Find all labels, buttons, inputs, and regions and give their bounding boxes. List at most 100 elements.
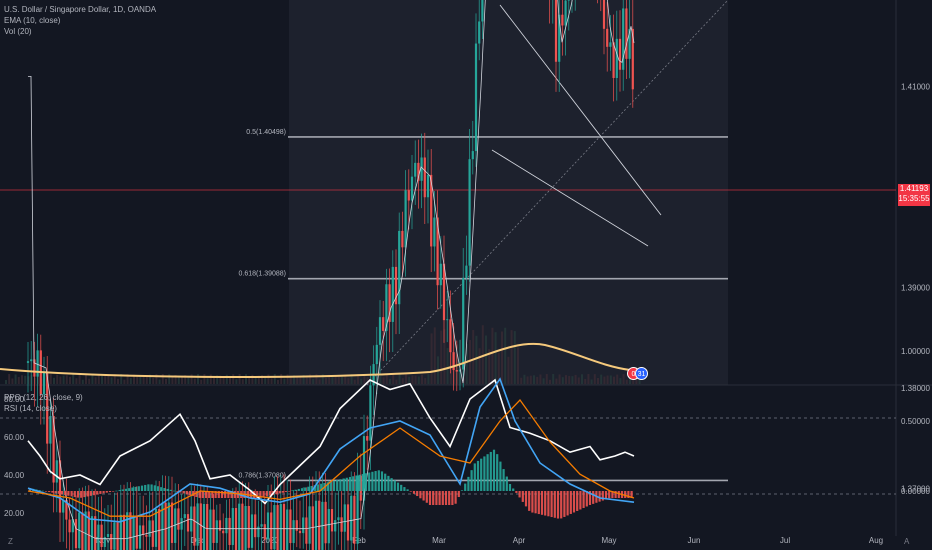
- candle-body: [628, 28, 631, 59]
- candle-body: [122, 514, 126, 550]
- last-price-tag: 1.41193 15:35:55: [898, 184, 930, 206]
- volume-bar: [8, 374, 11, 384]
- volume-bar: [561, 377, 564, 384]
- ppo-histogram-bar: [505, 476, 508, 491]
- volume-bar: [446, 348, 449, 384]
- volume-bar: [283, 378, 286, 384]
- candle-body: [33, 359, 36, 377]
- candle-body: [110, 534, 113, 550]
- candle-body: [42, 372, 46, 395]
- candle-body: [314, 500, 318, 550]
- candle-body: [615, 38, 618, 78]
- ppo-histogram-bar: [387, 475, 390, 491]
- ppo-histogram-bar: [448, 491, 451, 505]
- ppo-histogram-bar: [489, 451, 492, 491]
- candle-body: [471, 151, 474, 160]
- candle-body: [442, 263, 446, 321]
- candle-body: [404, 190, 407, 248]
- volume-bar: [24, 375, 27, 384]
- ppo-legend[interactable]: PPO (12, 26, close, 9): [4, 393, 83, 402]
- volume-bar: [558, 374, 561, 384]
- candle-body: [100, 524, 103, 547]
- ppo-histogram-bar: [579, 491, 582, 510]
- volume-bar: [85, 374, 87, 384]
- candle-body: [106, 534, 110, 537]
- candle-body: [311, 506, 314, 550]
- symbol-title[interactable]: U.S. Dollar / Singapore Dollar, 1D, OAND…: [4, 5, 157, 14]
- ppo-histogram-bar: [614, 491, 617, 498]
- candle-body: [97, 524, 100, 550]
- ppo-histogram-bar: [416, 491, 419, 497]
- ppo-histogram-bar: [441, 491, 444, 505]
- candle-body: [65, 500, 68, 520]
- ppo-histogram-bar: [572, 491, 576, 513]
- candle-body: [212, 509, 215, 543]
- rsi-legend[interactable]: RSI (14, close): [4, 404, 57, 413]
- volume-bar: [277, 379, 279, 384]
- candle-body: [218, 520, 222, 531]
- volume-bar: [14, 374, 17, 384]
- rsi-line: [27, 378, 635, 505]
- ppo-histogram-bar: [393, 480, 396, 491]
- fib-level-label: 0.618(1.39088): [239, 271, 286, 278]
- volume-bar: [597, 377, 599, 384]
- vol-legend[interactable]: Vol (20): [4, 27, 32, 36]
- ppo-histogram-bar: [99, 491, 102, 494]
- volume-bar: [526, 376, 529, 384]
- volume-bar: [325, 377, 327, 384]
- ppo-histogram-bar: [211, 491, 214, 498]
- wedge-lower-line: [491, 149, 649, 247]
- candle-body: [164, 502, 167, 550]
- candle-body: [337, 517, 340, 521]
- ppo-histogram-bar: [163, 488, 166, 491]
- volume-bar: [318, 379, 321, 384]
- ppo-histogram-bar: [425, 491, 428, 503]
- candle-body: [334, 520, 337, 532]
- ppo-histogram-bar: [355, 475, 358, 491]
- ppo-histogram-bar: [259, 491, 262, 498]
- ppo-histogram-bar: [588, 491, 592, 505]
- candle-body: [222, 530, 225, 534]
- volume-bar: [389, 378, 391, 384]
- ppo-histogram-bar: [492, 449, 496, 491]
- ppo-histogram-bar: [531, 491, 534, 513]
- candle-body: [462, 277, 465, 370]
- ppo-histogram-bar: [604, 491, 608, 500]
- volume-bar: [376, 376, 379, 384]
- volume-bar: [417, 376, 420, 384]
- ppo-histogram-bar: [284, 491, 288, 492]
- ema-legend[interactable]: EMA (10, close): [4, 16, 61, 25]
- volume-bar: [494, 332, 497, 384]
- volume-bar: [593, 374, 596, 384]
- volume-bar: [206, 378, 209, 384]
- candle-body: [260, 524, 263, 527]
- candle-body: [273, 505, 276, 550]
- countdown-label: 15:35:55: [898, 194, 930, 203]
- ppo-histogram-bar: [208, 491, 211, 498]
- volume-bar: [158, 379, 161, 384]
- ppo-histogram-bar: [195, 491, 198, 497]
- volume-bar: [568, 375, 571, 384]
- event-bubble-2[interactable]: 31: [635, 367, 648, 380]
- ppo-histogram-bar: [124, 488, 128, 491]
- candle-body: [468, 159, 471, 266]
- volume-bar: [241, 379, 244, 384]
- timezone-toggle[interactable]: Z: [8, 537, 13, 546]
- ppo-histogram-bar: [169, 489, 172, 491]
- volume-bar: [632, 378, 635, 384]
- candle-body: [62, 500, 65, 513]
- volume-bar: [321, 374, 324, 384]
- auto-scale-toggle[interactable]: A: [904, 537, 910, 546]
- volume-bar: [440, 330, 443, 384]
- candle-body: [420, 157, 423, 181]
- volume-bar: [270, 378, 273, 384]
- ppo-histogram-bar: [352, 476, 355, 491]
- ppo-histogram-bar: [476, 460, 480, 491]
- volume-bar: [350, 374, 353, 384]
- ppo-histogram-bar: [256, 491, 259, 498]
- ppo-histogram-bar: [131, 487, 134, 491]
- volume-bar: [229, 377, 231, 384]
- ppo-histogram-bar: [336, 479, 339, 491]
- ppo-histogram-bar: [108, 491, 112, 492]
